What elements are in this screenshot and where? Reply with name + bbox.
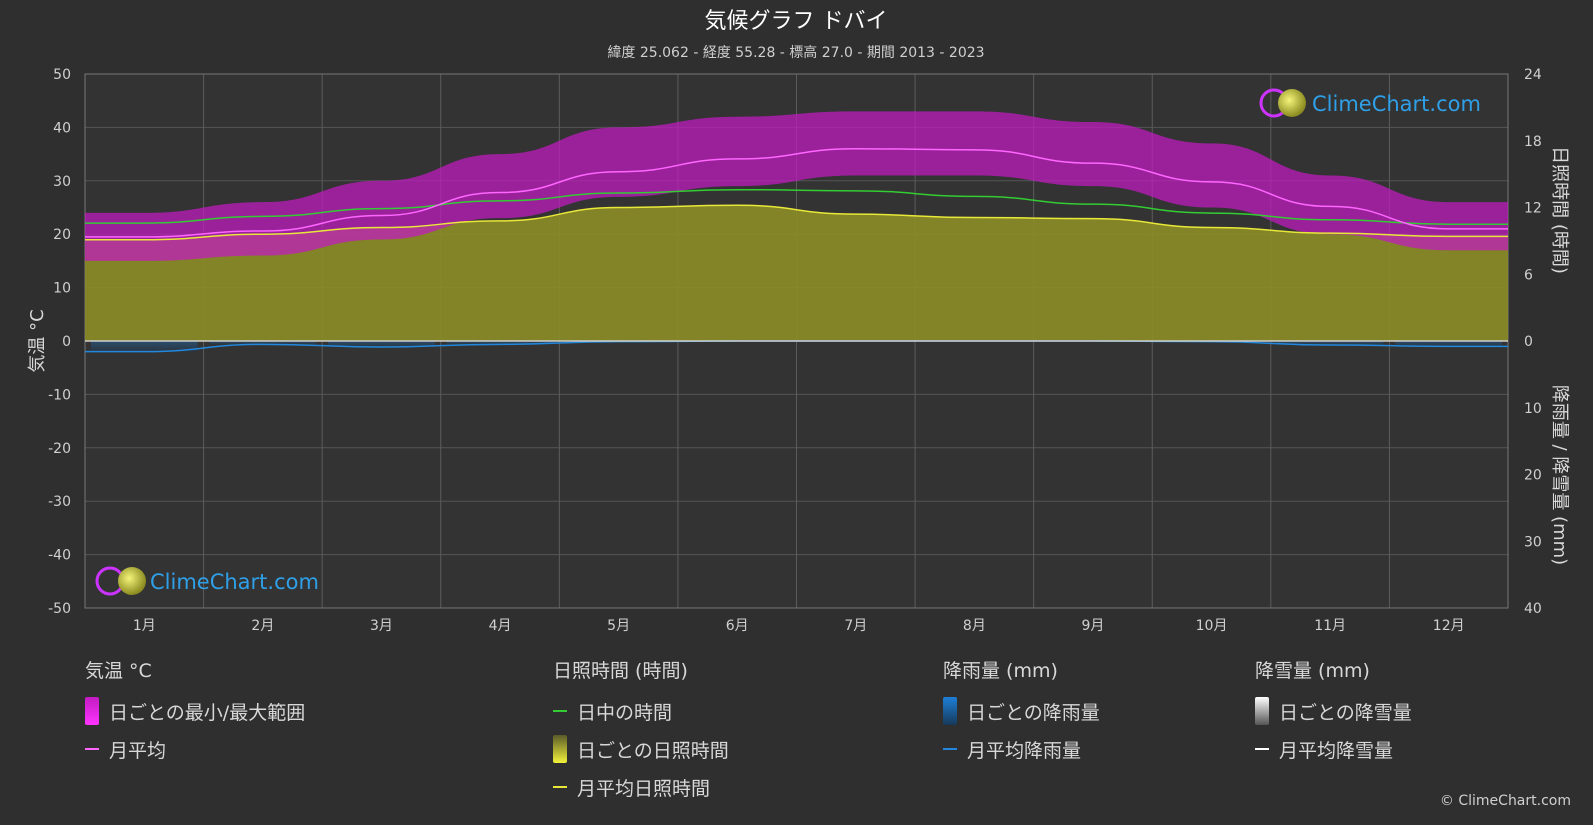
left-axis-ticks: 50 40 30 20 10 0 -10 -20 -30 -40 -50 xyxy=(48,67,71,617)
legend-label: 日ごとの降雪量 xyxy=(1279,701,1412,724)
chart-subtitle: 緯度 25.062 - 経度 55.28 - 標高 27.0 - 期間 2013… xyxy=(607,44,984,61)
rain-bar xyxy=(328,341,435,348)
legend-label: 日ごとの降雨量 xyxy=(967,701,1100,724)
left-tick-label: -20 xyxy=(48,441,71,457)
rain-bar xyxy=(446,341,554,345)
month-axis-labels: 1月 2月 3月 4月 5月 6月 7月 8月 9月 10月 11月 12月 xyxy=(133,618,1465,634)
right-bottom-tick-label: 20 xyxy=(1524,468,1542,484)
month-label: 3月 xyxy=(370,618,393,634)
legend-label: 月平均降雨量 xyxy=(967,739,1082,762)
legend-temp-header: 気温 °C xyxy=(85,660,152,682)
month-label: 2月 xyxy=(251,618,274,634)
rain-bar xyxy=(1276,341,1384,346)
rain-swatch xyxy=(943,697,957,725)
right-bottom-tick-label: 40 xyxy=(1524,601,1542,617)
legend-item: 月平均降雨量 xyxy=(943,734,1100,764)
left-tick-label: -30 xyxy=(48,494,71,510)
right-axis-title-top: 日照時間 (時間) xyxy=(1549,146,1570,274)
legend-sun-header: 日照時間 (時間) xyxy=(553,660,688,682)
daylight-swatch xyxy=(553,710,567,712)
legend-item: 日ごとの降雨量 xyxy=(943,696,1100,726)
brand-logo-top: ClimeChart.com xyxy=(1259,88,1481,118)
legend-label: 日ごとの最小/最大範囲 xyxy=(109,701,306,724)
snow-avg-swatch xyxy=(1255,748,1269,750)
legend-item: 日ごとの日照時間 xyxy=(553,734,729,764)
right-bottom-tick-label: 30 xyxy=(1524,534,1542,550)
right-axis-title-bottom: 降雨量 / 降雪量 (mm) xyxy=(1549,385,1570,565)
sunshine-area xyxy=(85,205,1508,341)
legend-label: 日ごとの日照時間 xyxy=(577,739,729,762)
month-label: 7月 xyxy=(844,618,867,634)
sunshine-avg-swatch xyxy=(553,786,567,788)
left-tick-label: -40 xyxy=(48,548,71,564)
month-label: 10月 xyxy=(1196,618,1228,634)
left-axis-title: 気温 °C xyxy=(27,309,48,372)
legend-item: 月平均降雪量 xyxy=(1255,734,1412,764)
left-tick-label: 20 xyxy=(53,227,71,243)
left-tick-label: 10 xyxy=(53,281,71,297)
rain-bar xyxy=(91,341,198,352)
legend-item: 月平均日照時間 xyxy=(553,772,729,802)
month-label: 11月 xyxy=(1314,618,1346,634)
temp-avg-swatch xyxy=(85,748,99,750)
month-label: 6月 xyxy=(726,618,749,634)
left-tick-label: 40 xyxy=(53,120,71,136)
legend-label: 月平均 xyxy=(109,739,167,762)
month-label: 4月 xyxy=(489,618,512,634)
legend-item: 日ごとの最小/最大範囲 xyxy=(85,696,305,726)
snow-swatch xyxy=(1255,697,1269,725)
legend-sunshine: 日照時間 (時間) 日中の時間 日ごとの日照時間 月平均日照時間 xyxy=(553,660,729,810)
legend-snow: 降雪量 (mm) 日ごとの降雪量 月平均降雪量 xyxy=(1255,660,1412,772)
temperature-avg-line xyxy=(85,148,1508,238)
legend-item: 月平均 xyxy=(85,734,305,764)
right-bottom-tick-label: 10 xyxy=(1524,401,1542,417)
legend-item: 日中の時間 xyxy=(553,696,729,726)
climate-chart: 気候グラフ ドバイ 緯度 25.062 - 経度 55.28 - 標高 27.0… xyxy=(27,9,1570,634)
sunshine-swatch xyxy=(553,735,567,763)
legend-label: 月平均降雪量 xyxy=(1279,739,1394,762)
right-top-tick-label: 6 xyxy=(1524,267,1533,283)
temp-range-swatch xyxy=(85,697,99,725)
left-tick-label: -10 xyxy=(48,387,71,403)
left-tick-label: 0 xyxy=(62,334,71,350)
left-tick-label: 30 xyxy=(53,174,71,190)
right-top-tick-label: 24 xyxy=(1524,67,1542,83)
legend-rain: 降雨量 (mm) 日ごとの降雨量 月平均降雨量 xyxy=(943,660,1100,772)
legend-item: 日ごとの降雪量 xyxy=(1255,696,1412,726)
legend-label: 日中の時間 xyxy=(577,701,673,724)
copyright: © ClimeChart.com xyxy=(1439,793,1571,809)
left-tick-label: -50 xyxy=(48,601,71,617)
legend-rain-header: 降雨量 (mm) xyxy=(943,660,1058,682)
legend-snow-header: 降雪量 (mm) xyxy=(1255,660,1370,682)
right-top-tick-label: 0 xyxy=(1524,334,1533,350)
rain-avg-swatch xyxy=(943,748,957,750)
month-label: 12月 xyxy=(1433,618,1465,634)
month-label: 1月 xyxy=(133,618,156,634)
month-label: 9月 xyxy=(1081,618,1104,634)
legend-temperature: 気温 °C 日ごとの最小/最大範囲 月平均 xyxy=(85,660,305,772)
right-top-tick-label: 12 xyxy=(1524,201,1542,217)
right-axis-ticks: 24 18 12 6 0 10 20 30 40 xyxy=(1524,67,1542,617)
brand-sun-icon xyxy=(118,567,146,595)
brand-sun-icon xyxy=(1278,89,1306,117)
brand-logo-bottom: ClimeChart.com xyxy=(95,566,319,596)
month-label: 5月 xyxy=(607,618,630,634)
chart-title: 気候グラフ ドバイ xyxy=(705,9,888,34)
daylight-line xyxy=(85,188,1508,225)
month-label: 8月 xyxy=(963,618,986,634)
sunshine-avg-line xyxy=(85,204,1508,241)
legend-label: 月平均日照時間 xyxy=(577,777,711,800)
left-tick-label: 50 xyxy=(53,67,71,83)
right-top-tick-label: 18 xyxy=(1524,134,1542,150)
rain-bar xyxy=(209,341,317,345)
rain-bar xyxy=(1395,341,1502,347)
brand-text-bottom: ClimeChart.com xyxy=(150,570,319,594)
brand-text-top: ClimeChart.com xyxy=(1312,92,1481,116)
